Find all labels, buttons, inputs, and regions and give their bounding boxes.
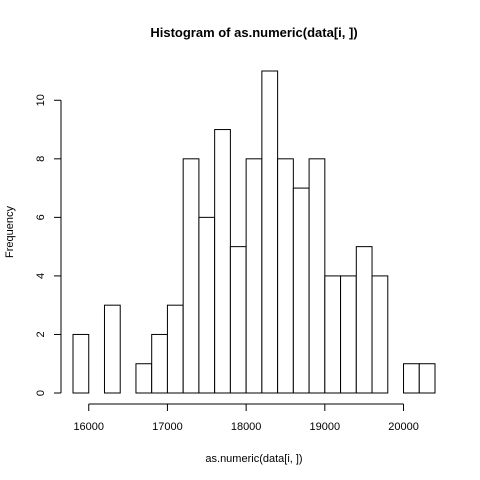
- histogram-bar-10: [229, 246, 247, 394]
- histogram-bar-0: [72, 333, 90, 394]
- x-axis: 16000 17000 18000 19000 20000: [73, 403, 419, 433]
- y-tick-label-0: 0: [35, 390, 47, 396]
- y-tick-label-4: 8: [35, 156, 47, 162]
- histogram-bar-6: [166, 304, 184, 394]
- histogram-bar-13: [277, 158, 294, 394]
- histogram-bar-11: [245, 158, 263, 394]
- histogram-bar-2: [103, 304, 121, 394]
- histogram-bar-12: [261, 70, 279, 394]
- chart-title: Histogram of as.numeric(data[i, ]): [150, 25, 357, 40]
- histogram-bar-14: [292, 187, 310, 394]
- x-tick-label-0: 16000: [73, 421, 104, 433]
- y-axis-label: Frequency: [4, 206, 16, 258]
- y-tick-label-2: 4: [35, 273, 47, 279]
- histogram-bar-4: [135, 363, 153, 394]
- histogram-bar-9: [214, 129, 231, 394]
- y-tick-label-5: 10: [35, 94, 47, 106]
- x-tick-label-1: 17000: [152, 421, 183, 433]
- y-tick-label-1: 2: [35, 331, 47, 337]
- histogram-bar-18: [355, 246, 373, 394]
- histogram-bar-5: [151, 333, 168, 394]
- histogram-bar-8: [198, 216, 216, 394]
- x-tick-label-4: 20000: [388, 421, 419, 433]
- histogram-bar-16: [324, 275, 342, 394]
- histogram-bar-19: [371, 275, 389, 394]
- x-tick-label-2: 18000: [231, 421, 262, 433]
- bars-group: [72, 70, 436, 394]
- histogram-bar-21: [403, 363, 420, 394]
- histogram-bar-17: [340, 275, 357, 394]
- y-tick-label-3: 6: [35, 214, 47, 220]
- x-tick-label-3: 19000: [310, 421, 341, 433]
- histogram-bar-22: [418, 363, 436, 394]
- x-axis-label: as.numeric(data[i, ]): [205, 453, 302, 465]
- y-axis: 0 2 4 6 8 10: [35, 94, 62, 396]
- histogram-bar-15: [308, 158, 326, 394]
- histogram-bar-7: [182, 158, 200, 394]
